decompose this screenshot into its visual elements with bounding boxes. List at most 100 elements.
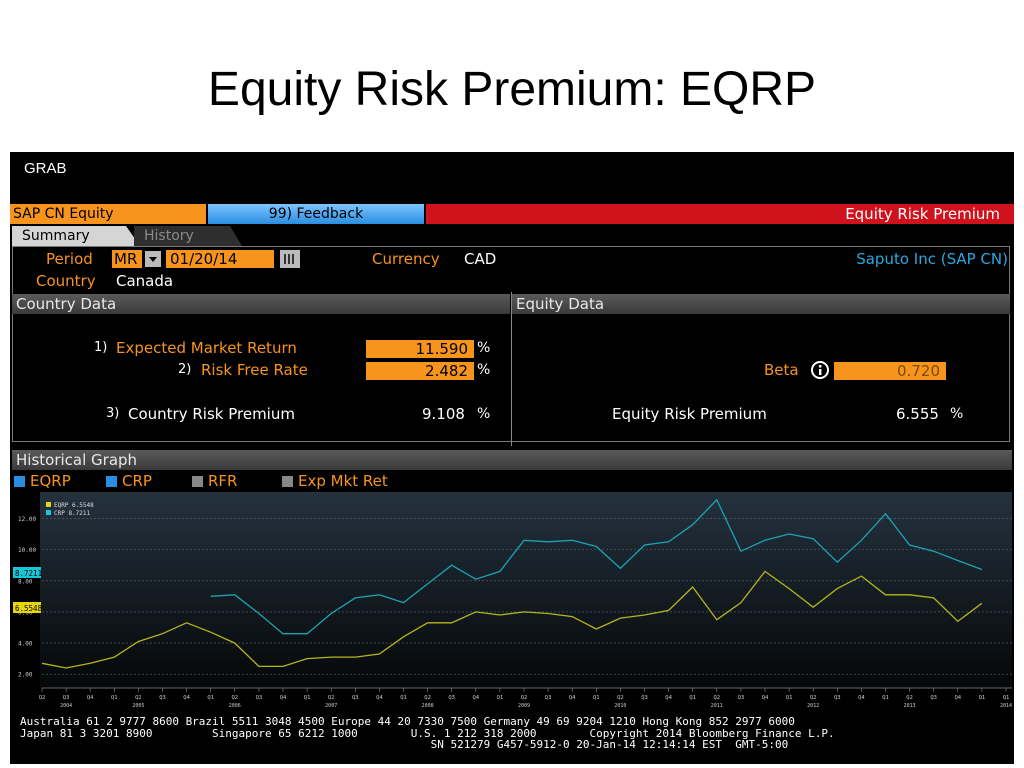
x-year-label: 2008 (422, 703, 434, 709)
x-year-label: 2005 (132, 703, 144, 709)
series-line-crp (210, 498, 983, 635)
x-year-label: 2006 (229, 703, 241, 709)
eqrp-swatch (46, 502, 51, 507)
feedback-button[interactable]: 99) Feedback (206, 204, 424, 224)
x-quarter-label: Q1 (400, 695, 407, 701)
x-quarter-label: Q4 (183, 695, 190, 701)
x-quarter-label: Q2 (424, 695, 431, 701)
y-tick-label: 8.00 (18, 578, 33, 585)
x-quarter-label: Q2 (713, 695, 720, 701)
x-quarter-label: Q1 (593, 695, 600, 701)
period-label: Period (46, 250, 93, 268)
crp-swatch (46, 510, 51, 515)
country-value: Canada (116, 272, 174, 290)
eqrp-last-value: 6.5548 (15, 604, 43, 613)
expected-market-return-input[interactable]: 11.590 (366, 340, 474, 358)
x-quarter-label: Q3 (63, 695, 70, 701)
x-quarter-label: Q3 (159, 695, 166, 701)
x-quarter-label: Q4 (87, 695, 94, 701)
legend-rfr[interactable]: RFR (192, 472, 237, 490)
chevron-down-icon[interactable] (145, 251, 161, 267)
x-year-label: 2010 (614, 703, 626, 709)
x-quarter-label: Q4 (858, 695, 865, 701)
function-bar: SAP CN Equity 99) Feedback Equity Risk P… (10, 204, 1014, 224)
legend-rfr-label: RFR (208, 472, 238, 490)
historical-graph-header: Historical Graph (12, 450, 1012, 470)
bloomberg-footer: Australia 61 2 9777 8600 Brazil 5511 304… (20, 716, 835, 751)
y-tick-label: 10.00 (18, 547, 36, 554)
function-title-bar: Equity Risk Premium (424, 204, 1014, 224)
legend-exp-mkt-ret[interactable]: Exp Mkt Ret (282, 472, 388, 490)
crp-last-value: 8.7211 (15, 569, 42, 578)
calendar-icon[interactable] (280, 250, 300, 268)
slide-title: Equity Risk Premium: EQRP (207, 63, 817, 116)
checkbox-unchecked-icon[interactable] (282, 476, 293, 487)
risk-free-rate-input[interactable]: 2.482 (366, 362, 474, 380)
tab-history[interactable]: History (134, 226, 230, 246)
currency-value: CAD (464, 250, 497, 268)
bloomberg-terminal-window: GRAB SAP CN Equity 99) Feedback Equity R… (10, 152, 1014, 764)
x-quarter-label: Q1 (111, 695, 118, 701)
x-quarter-label: Q4 (376, 695, 383, 701)
checkbox-checked-icon[interactable] (106, 476, 117, 487)
series-line-eqrp (41, 570, 983, 669)
equity-data-header: Equity Data (512, 294, 1010, 314)
x-year-label: 2009 (518, 703, 530, 709)
footer-line-2: Japan 81 3 3201 8900 Singapore 65 6212 1… (20, 726, 835, 740)
chart-legend-eqrp: EQRP 6.5548 (54, 502, 94, 509)
beta-label: Beta (764, 361, 799, 379)
risk-free-rate-label[interactable]: Risk Free Rate (201, 361, 308, 379)
x-quarter-label: Q4 (472, 695, 479, 701)
x-quarter-label: Q4 (665, 695, 672, 701)
x-quarter-label: Q3 (738, 695, 745, 701)
x-quarter-label: Q2 (231, 695, 238, 701)
x-quarter-label: Q4 (280, 695, 287, 701)
x-quarter-label: Q2 (617, 695, 624, 701)
footer-line-1: Australia 61 2 9777 8600 Brazil 5511 304… (20, 715, 795, 728)
period-select[interactable]: MR (112, 250, 142, 268)
country-label: Country (36, 272, 96, 290)
x-quarter-label: Q4 (954, 695, 961, 701)
country-risk-premium-num: 3) (106, 406, 120, 421)
x-year-label: 2012 (807, 703, 819, 709)
function-title: Equity Risk Premium (845, 205, 1000, 223)
x-quarter-label: Q4 (762, 695, 769, 701)
tab-summary[interactable]: Summary (12, 226, 126, 246)
x-quarter-label: Q2 (39, 695, 46, 701)
expected-market-return-label[interactable]: Expected Market Return (116, 339, 297, 357)
y-tick-label: 2.00 (18, 672, 33, 679)
expected-market-return-unit: % (477, 340, 491, 356)
legend-crp[interactable]: CRP (106, 472, 152, 490)
y-tick-label: 4.00 (18, 641, 33, 648)
country-risk-premium-label: Country Risk Premium (128, 405, 295, 423)
security-ticker-field[interactable]: SAP CN Equity (10, 204, 206, 224)
x-quarter-label: Q3 (352, 695, 359, 701)
chart-legend-crp: CRP 8.7211 (54, 510, 91, 517)
eqrp-last-value-tag (13, 602, 41, 613)
x-year-label: 2007 (325, 703, 337, 709)
x-quarter-label: Q3 (930, 695, 937, 701)
x-quarter-label: Q1 (882, 695, 889, 701)
checkbox-checked-icon[interactable] (14, 476, 25, 487)
x-quarter-label: Q4 (569, 695, 576, 701)
country-risk-premium-unit: % (477, 406, 491, 422)
legend-exp-mkt-ret-label: Exp Mkt Ret (298, 472, 388, 490)
date-input[interactable]: 01/20/14 (166, 250, 274, 268)
checkbox-unchecked-icon[interactable] (192, 476, 203, 487)
x-quarter-label: Q1 (304, 695, 311, 701)
risk-free-rate-unit: % (477, 362, 491, 378)
x-year-label: 2004 (60, 703, 72, 709)
x-quarter-label: Q2 (521, 695, 528, 701)
legend-eqrp-label: EQRP (30, 472, 71, 490)
x-quarter-label: Q3 (834, 695, 841, 701)
x-quarter-label: Q2 (328, 695, 335, 701)
beta-input[interactable]: 0.720 (834, 362, 946, 380)
footer-line-3: SN 521279 G457-5912-0 20-Jan-14 12:14:14… (20, 738, 789, 751)
info-icon[interactable] (810, 360, 830, 380)
y-tick-label: 12.00 (18, 516, 36, 523)
legend-eqrp[interactable]: EQRP (14, 472, 71, 490)
x-quarter-label: Q1 (1003, 695, 1010, 701)
x-quarter-label: Q2 (135, 695, 142, 701)
x-quarter-label: Q1 (689, 695, 696, 701)
